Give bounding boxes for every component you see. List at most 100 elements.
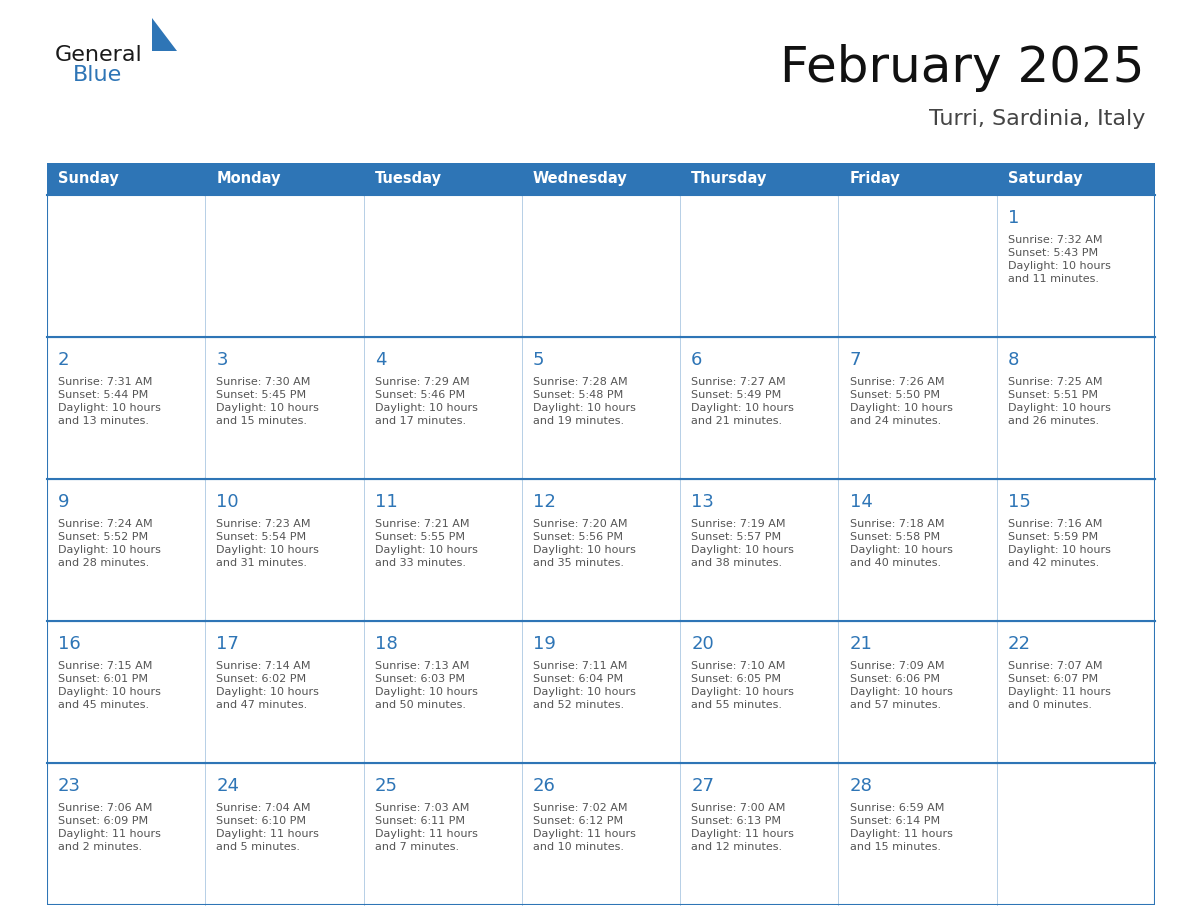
Text: 22: 22 — [1007, 635, 1031, 654]
FancyBboxPatch shape — [522, 337, 681, 479]
FancyBboxPatch shape — [364, 163, 522, 195]
Text: 2: 2 — [58, 352, 70, 369]
Text: Sunrise: 7:06 AM
Sunset: 6:09 PM
Daylight: 11 hours
and 2 minutes.: Sunrise: 7:06 AM Sunset: 6:09 PM Dayligh… — [58, 802, 160, 852]
Text: Sunrise: 7:30 AM
Sunset: 5:45 PM
Daylight: 10 hours
and 15 minutes.: Sunrise: 7:30 AM Sunset: 5:45 PM Dayligh… — [216, 376, 320, 426]
Text: 23: 23 — [58, 778, 81, 795]
FancyBboxPatch shape — [364, 763, 522, 905]
Text: 24: 24 — [216, 778, 239, 795]
Text: February 2025: February 2025 — [781, 43, 1145, 92]
FancyBboxPatch shape — [206, 195, 364, 337]
FancyBboxPatch shape — [522, 763, 681, 905]
FancyBboxPatch shape — [206, 337, 364, 479]
FancyBboxPatch shape — [364, 195, 522, 337]
Text: 12: 12 — [533, 493, 556, 511]
Text: 20: 20 — [691, 635, 714, 654]
FancyBboxPatch shape — [681, 337, 839, 479]
Text: Sunrise: 7:10 AM
Sunset: 6:05 PM
Daylight: 10 hours
and 55 minutes.: Sunrise: 7:10 AM Sunset: 6:05 PM Dayligh… — [691, 661, 794, 711]
FancyBboxPatch shape — [364, 337, 522, 479]
Text: Sunrise: 7:28 AM
Sunset: 5:48 PM
Daylight: 10 hours
and 19 minutes.: Sunrise: 7:28 AM Sunset: 5:48 PM Dayligh… — [533, 376, 636, 426]
FancyBboxPatch shape — [206, 763, 364, 905]
Text: 26: 26 — [533, 778, 556, 795]
Text: Turri, Sardinia, Italy: Turri, Sardinia, Italy — [929, 108, 1145, 129]
Text: 19: 19 — [533, 635, 556, 654]
FancyBboxPatch shape — [839, 337, 997, 479]
FancyBboxPatch shape — [206, 163, 364, 195]
Text: 18: 18 — [374, 635, 398, 654]
FancyBboxPatch shape — [681, 163, 839, 195]
FancyBboxPatch shape — [997, 763, 1155, 905]
Text: Sunrise: 7:13 AM
Sunset: 6:03 PM
Daylight: 10 hours
and 50 minutes.: Sunrise: 7:13 AM Sunset: 6:03 PM Dayligh… — [374, 661, 478, 711]
Text: Sunrise: 7:00 AM
Sunset: 6:13 PM
Daylight: 11 hours
and 12 minutes.: Sunrise: 7:00 AM Sunset: 6:13 PM Dayligh… — [691, 802, 794, 852]
Text: Sunrise: 7:09 AM
Sunset: 6:06 PM
Daylight: 10 hours
and 57 minutes.: Sunrise: 7:09 AM Sunset: 6:06 PM Dayligh… — [849, 661, 953, 711]
Text: Sunrise: 7:15 AM
Sunset: 6:01 PM
Daylight: 10 hours
and 45 minutes.: Sunrise: 7:15 AM Sunset: 6:01 PM Dayligh… — [58, 661, 160, 711]
Text: Sunrise: 7:21 AM
Sunset: 5:55 PM
Daylight: 10 hours
and 33 minutes.: Sunrise: 7:21 AM Sunset: 5:55 PM Dayligh… — [374, 519, 478, 568]
Text: 25: 25 — [374, 778, 398, 795]
Text: Sunrise: 7:11 AM
Sunset: 6:04 PM
Daylight: 10 hours
and 52 minutes.: Sunrise: 7:11 AM Sunset: 6:04 PM Dayligh… — [533, 661, 636, 711]
FancyBboxPatch shape — [522, 479, 681, 621]
Text: Sunrise: 7:31 AM
Sunset: 5:44 PM
Daylight: 10 hours
and 13 minutes.: Sunrise: 7:31 AM Sunset: 5:44 PM Dayligh… — [58, 376, 160, 426]
FancyBboxPatch shape — [839, 195, 997, 337]
Text: Sunrise: 7:07 AM
Sunset: 6:07 PM
Daylight: 11 hours
and 0 minutes.: Sunrise: 7:07 AM Sunset: 6:07 PM Dayligh… — [1007, 661, 1111, 711]
Text: 1: 1 — [1007, 209, 1019, 227]
FancyBboxPatch shape — [48, 621, 206, 763]
FancyBboxPatch shape — [997, 195, 1155, 337]
Text: Sunrise: 7:16 AM
Sunset: 5:59 PM
Daylight: 10 hours
and 42 minutes.: Sunrise: 7:16 AM Sunset: 5:59 PM Dayligh… — [1007, 519, 1111, 568]
FancyBboxPatch shape — [48, 479, 206, 621]
FancyBboxPatch shape — [522, 163, 681, 195]
Text: Sunrise: 7:24 AM
Sunset: 5:52 PM
Daylight: 10 hours
and 28 minutes.: Sunrise: 7:24 AM Sunset: 5:52 PM Dayligh… — [58, 519, 160, 568]
Text: 21: 21 — [849, 635, 872, 654]
FancyBboxPatch shape — [48, 195, 206, 337]
FancyBboxPatch shape — [681, 763, 839, 905]
Text: Sunrise: 7:27 AM
Sunset: 5:49 PM
Daylight: 10 hours
and 21 minutes.: Sunrise: 7:27 AM Sunset: 5:49 PM Dayligh… — [691, 376, 794, 426]
Text: Saturday: Saturday — [1007, 172, 1082, 186]
Text: Sunrise: 7:23 AM
Sunset: 5:54 PM
Daylight: 10 hours
and 31 minutes.: Sunrise: 7:23 AM Sunset: 5:54 PM Dayligh… — [216, 519, 320, 568]
Text: 4: 4 — [374, 352, 386, 369]
Text: 3: 3 — [216, 352, 228, 369]
FancyBboxPatch shape — [681, 479, 839, 621]
FancyBboxPatch shape — [522, 621, 681, 763]
FancyBboxPatch shape — [681, 195, 839, 337]
Text: Sunday: Sunday — [58, 172, 119, 186]
FancyBboxPatch shape — [522, 195, 681, 337]
Text: 6: 6 — [691, 352, 702, 369]
FancyBboxPatch shape — [206, 479, 364, 621]
Text: Sunrise: 6:59 AM
Sunset: 6:14 PM
Daylight: 11 hours
and 15 minutes.: Sunrise: 6:59 AM Sunset: 6:14 PM Dayligh… — [849, 802, 953, 852]
Text: 17: 17 — [216, 635, 239, 654]
Text: Thursday: Thursday — [691, 172, 767, 186]
Text: General: General — [55, 45, 143, 65]
Text: Monday: Monday — [216, 172, 280, 186]
Text: 14: 14 — [849, 493, 872, 511]
Polygon shape — [152, 18, 177, 51]
Text: Tuesday: Tuesday — [374, 172, 442, 186]
FancyBboxPatch shape — [839, 163, 997, 195]
FancyBboxPatch shape — [206, 621, 364, 763]
FancyBboxPatch shape — [48, 337, 206, 479]
Text: Sunrise: 7:20 AM
Sunset: 5:56 PM
Daylight: 10 hours
and 35 minutes.: Sunrise: 7:20 AM Sunset: 5:56 PM Dayligh… — [533, 519, 636, 568]
Text: Sunrise: 7:29 AM
Sunset: 5:46 PM
Daylight: 10 hours
and 17 minutes.: Sunrise: 7:29 AM Sunset: 5:46 PM Dayligh… — [374, 376, 478, 426]
FancyBboxPatch shape — [839, 479, 997, 621]
FancyBboxPatch shape — [997, 621, 1155, 763]
Text: 16: 16 — [58, 635, 81, 654]
Text: 11: 11 — [374, 493, 398, 511]
Text: 9: 9 — [58, 493, 70, 511]
FancyBboxPatch shape — [839, 621, 997, 763]
Text: 7: 7 — [849, 352, 861, 369]
FancyBboxPatch shape — [364, 621, 522, 763]
Text: Sunrise: 7:26 AM
Sunset: 5:50 PM
Daylight: 10 hours
and 24 minutes.: Sunrise: 7:26 AM Sunset: 5:50 PM Dayligh… — [849, 376, 953, 426]
Text: 27: 27 — [691, 778, 714, 795]
Text: Blue: Blue — [72, 65, 122, 85]
Text: Sunrise: 7:03 AM
Sunset: 6:11 PM
Daylight: 11 hours
and 7 minutes.: Sunrise: 7:03 AM Sunset: 6:11 PM Dayligh… — [374, 802, 478, 852]
Text: Sunrise: 7:32 AM
Sunset: 5:43 PM
Daylight: 10 hours
and 11 minutes.: Sunrise: 7:32 AM Sunset: 5:43 PM Dayligh… — [1007, 235, 1111, 285]
FancyBboxPatch shape — [997, 163, 1155, 195]
FancyBboxPatch shape — [997, 337, 1155, 479]
Text: Sunrise: 7:18 AM
Sunset: 5:58 PM
Daylight: 10 hours
and 40 minutes.: Sunrise: 7:18 AM Sunset: 5:58 PM Dayligh… — [849, 519, 953, 568]
Text: Sunrise: 7:19 AM
Sunset: 5:57 PM
Daylight: 10 hours
and 38 minutes.: Sunrise: 7:19 AM Sunset: 5:57 PM Dayligh… — [691, 519, 794, 568]
Text: 28: 28 — [849, 778, 872, 795]
FancyBboxPatch shape — [681, 621, 839, 763]
Text: 10: 10 — [216, 493, 239, 511]
Text: Friday: Friday — [849, 172, 901, 186]
FancyBboxPatch shape — [839, 763, 997, 905]
FancyBboxPatch shape — [48, 163, 206, 195]
Text: Sunrise: 7:04 AM
Sunset: 6:10 PM
Daylight: 11 hours
and 5 minutes.: Sunrise: 7:04 AM Sunset: 6:10 PM Dayligh… — [216, 802, 320, 852]
FancyBboxPatch shape — [997, 479, 1155, 621]
